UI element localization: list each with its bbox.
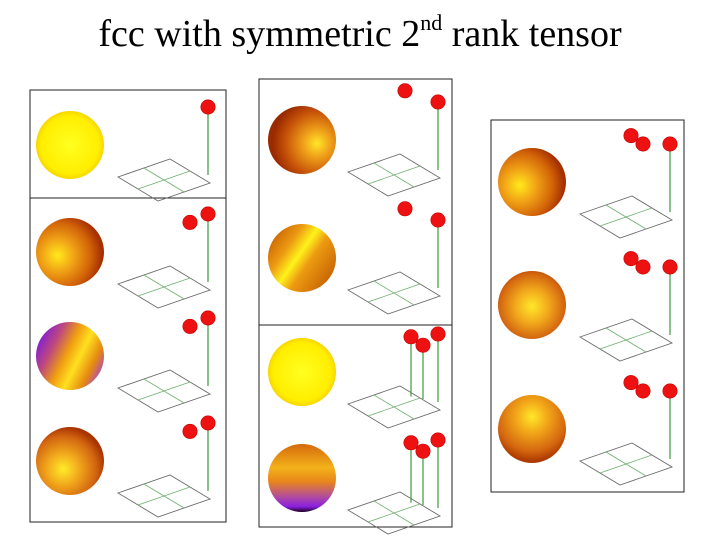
grid-line [137, 277, 191, 297]
grid-plane [346, 271, 442, 315]
tensor-dot [182, 318, 198, 334]
tensor-dot [623, 251, 639, 267]
tensor-dot [662, 136, 678, 152]
tensor-dot [623, 375, 639, 391]
tensor-sphere [268, 106, 336, 174]
tensor-sphere [36, 111, 104, 179]
tensor-dot [662, 383, 678, 399]
tensor-sphere [498, 148, 566, 216]
title-prefix: fcc with symmetric 2 [98, 13, 421, 55]
tensor-sphere [36, 427, 104, 495]
tensor-dot [200, 206, 216, 222]
tensor-sphere [498, 271, 566, 339]
grid-line [599, 330, 653, 350]
tensor-sphere [36, 322, 104, 390]
grid-line [599, 454, 653, 474]
tensor-sphere [268, 338, 336, 406]
grid-plane [346, 153, 442, 197]
grid-plane [116, 474, 212, 518]
tensor-dot [430, 326, 446, 342]
tensor-sphere [36, 218, 104, 286]
grid-line [367, 397, 421, 417]
grid-plane [346, 491, 442, 535]
grid-plane [116, 158, 212, 202]
tensor-dot [623, 128, 639, 144]
grid-line [367, 165, 421, 185]
grid-plane [116, 369, 212, 413]
tensor-dot [403, 329, 419, 345]
tensor-dot [182, 214, 198, 230]
tensor-dot [403, 435, 419, 451]
grid-plane [578, 442, 674, 486]
tensor-dot [200, 99, 216, 115]
grid-line [137, 381, 191, 401]
tensor-sphere [498, 395, 566, 463]
tensor-dot [662, 259, 678, 275]
grid-plane [346, 385, 442, 429]
tensor-dot [430, 212, 446, 228]
title-suffix: rank tensor [442, 13, 622, 55]
title-superscript: nd [420, 10, 443, 35]
tensor-sphere [268, 444, 336, 512]
tensor-dot [635, 259, 651, 275]
tensor-dot [430, 94, 446, 110]
tensor-dot [635, 136, 651, 152]
grid-line [137, 486, 191, 506]
grid-plane [578, 195, 674, 239]
page-title: fcc with symmetric 2nd rank tensor [0, 12, 720, 56]
grid-line [599, 207, 653, 227]
tensor-dot [182, 423, 198, 439]
grid-line [137, 170, 191, 190]
tensor-dot [635, 383, 651, 399]
tensor-dot [415, 337, 431, 353]
tensor-dot [397, 83, 413, 99]
tensor-dot [200, 310, 216, 326]
grid-line [367, 283, 421, 303]
grid-plane [578, 318, 674, 362]
grid-line [367, 503, 421, 523]
tensor-dot [430, 432, 446, 448]
tensor-dot [200, 415, 216, 431]
tensor-dot [415, 443, 431, 459]
tensor-sphere [268, 224, 336, 292]
grid-plane [116, 265, 212, 309]
tensor-dot [397, 201, 413, 217]
